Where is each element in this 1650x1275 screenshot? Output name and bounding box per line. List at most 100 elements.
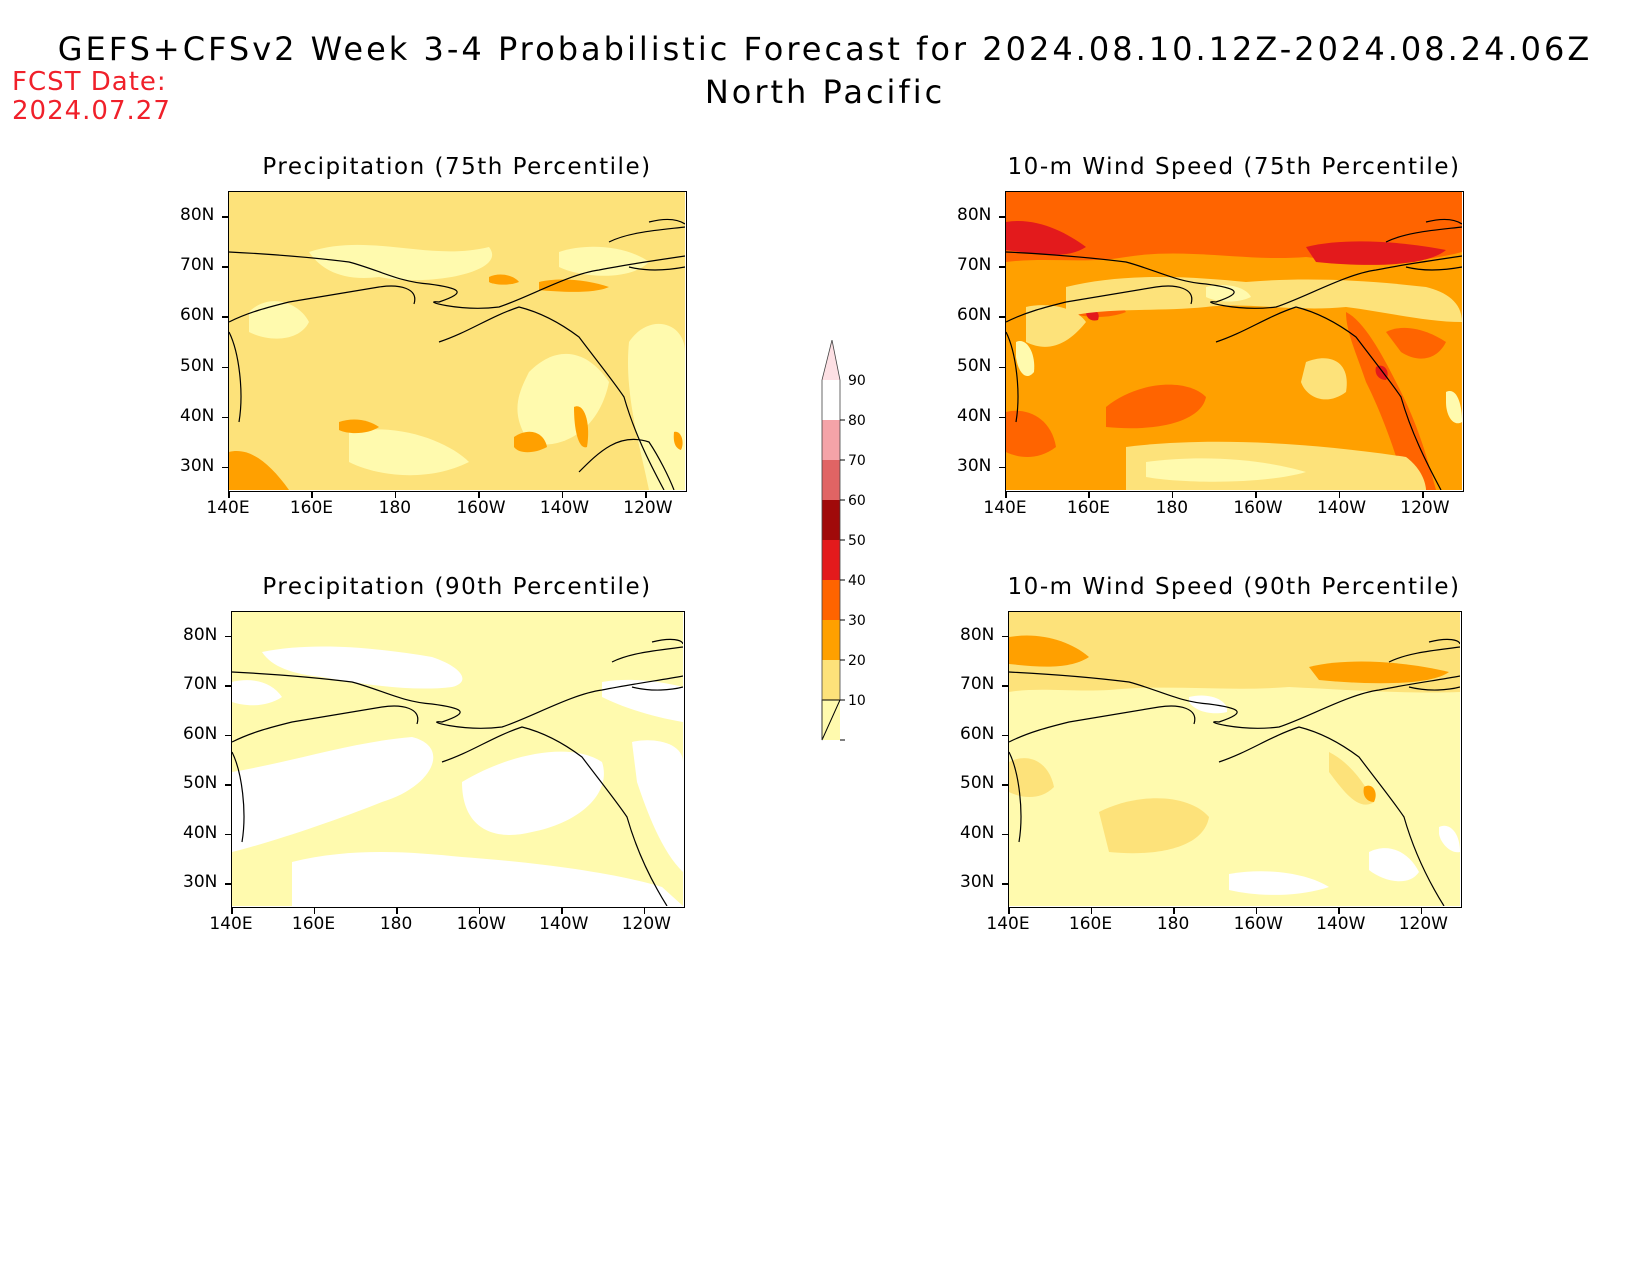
lon-label: 120W bbox=[1400, 498, 1450, 518]
lon-label: 160W bbox=[456, 498, 506, 518]
lon-tick bbox=[478, 492, 480, 498]
coastlines bbox=[1006, 218, 1462, 490]
lat-label: 80N bbox=[960, 624, 995, 645]
lon-label: 140W bbox=[539, 914, 589, 934]
lat-label: 50N bbox=[180, 355, 215, 376]
fill-lowest-class bbox=[1016, 285, 1462, 482]
map-precip-75-svg bbox=[229, 192, 685, 490]
lat-label: 50N bbox=[957, 355, 992, 376]
map-precip-90-svg bbox=[232, 612, 683, 906]
colorbar-label: 90 bbox=[848, 373, 866, 389]
map-wind-90-svg bbox=[1009, 612, 1460, 906]
lat-label: 40N bbox=[183, 822, 218, 843]
lon-tick bbox=[1255, 492, 1257, 498]
colorbar-label: 40 bbox=[848, 573, 866, 589]
colorbar-label: 10 bbox=[848, 693, 866, 709]
map-wind-75 bbox=[1005, 191, 1464, 492]
lon-label: 140W bbox=[539, 498, 590, 518]
colorbar-label: 30 bbox=[848, 613, 866, 629]
lat-label: 50N bbox=[183, 773, 218, 794]
lon-tick bbox=[313, 908, 316, 914]
lon-tick bbox=[311, 492, 313, 498]
lat-tick bbox=[225, 685, 231, 687]
lat-label: 60N bbox=[957, 305, 992, 326]
lat-label: 80N bbox=[183, 624, 218, 645]
lat-label: 30N bbox=[960, 872, 995, 893]
coastlines bbox=[232, 638, 683, 906]
lon-tick bbox=[1171, 492, 1174, 498]
lat-label: 80N bbox=[957, 205, 992, 226]
map-precip-90 bbox=[231, 611, 685, 908]
colorbar-label: 80 bbox=[848, 413, 866, 429]
lon-label: 160E bbox=[291, 914, 336, 934]
lon-tick bbox=[1422, 492, 1424, 498]
panel-title-precip-90: Precipitation (90th Percentile) bbox=[262, 574, 652, 600]
map-wind-75-svg bbox=[1006, 192, 1462, 490]
lon-label: 140W bbox=[1316, 498, 1367, 518]
lat-label: 60N bbox=[180, 305, 215, 326]
lon-label: 120W bbox=[623, 498, 673, 518]
lon-label: 180 bbox=[378, 498, 412, 518]
lat-tick bbox=[225, 883, 231, 885]
lat-label: 70N bbox=[183, 674, 218, 695]
lon-tick bbox=[643, 908, 646, 914]
fcst-date-label: FCST Date: bbox=[12, 67, 167, 97]
map-wind-90 bbox=[1008, 611, 1462, 908]
lat-tick bbox=[222, 216, 228, 218]
lat-label: 40N bbox=[957, 405, 992, 426]
lon-tick bbox=[645, 492, 647, 498]
lon-tick bbox=[1008, 908, 1010, 914]
panel-title-precip-75: Precipitation (75th Percentile) bbox=[262, 154, 652, 180]
lat-tick bbox=[999, 216, 1005, 218]
lat-tick bbox=[225, 635, 231, 638]
fill-below-lowest-class bbox=[1189, 695, 1460, 895]
lon-label: 140E bbox=[986, 914, 1030, 934]
lat-label: 30N bbox=[183, 872, 218, 893]
lon-label: 160W bbox=[456, 914, 506, 934]
colorbar-label: 70 bbox=[848, 453, 866, 469]
lon-tick bbox=[231, 908, 233, 914]
lon-label: 180 bbox=[1155, 498, 1189, 518]
lon-tick bbox=[228, 492, 230, 498]
colorbar-swatch bbox=[822, 580, 840, 620]
coastlines bbox=[1009, 638, 1460, 906]
lat-tick bbox=[999, 416, 1005, 419]
lat-tick bbox=[1002, 734, 1008, 737]
lat-tick bbox=[1002, 784, 1008, 786]
lon-tick bbox=[1005, 492, 1007, 498]
map-precip-75 bbox=[228, 191, 687, 492]
lon-tick bbox=[561, 492, 564, 498]
lat-label: 80N bbox=[180, 205, 215, 226]
lat-tick bbox=[999, 266, 1005, 268]
fcst-date-value: 2024.07.27 bbox=[12, 96, 171, 126]
lon-tick bbox=[478, 908, 481, 914]
lon-tick bbox=[1338, 492, 1341, 498]
lon-label: 160W bbox=[1233, 498, 1283, 518]
lon-tick bbox=[1338, 908, 1340, 914]
lat-tick bbox=[1002, 635, 1008, 638]
colorbar-swatch bbox=[822, 540, 840, 580]
lat-tick bbox=[225, 784, 231, 786]
lat-label: 70N bbox=[960, 674, 995, 695]
fill-high-class bbox=[1009, 635, 1449, 802]
lat-label: 40N bbox=[960, 822, 995, 843]
lat-label: 40N bbox=[180, 405, 215, 426]
lat-tick bbox=[225, 833, 231, 836]
lat-tick bbox=[999, 316, 1005, 318]
lon-tick bbox=[1255, 908, 1258, 914]
lat-tick bbox=[1002, 833, 1008, 836]
lat-label: 30N bbox=[957, 455, 992, 476]
lat-label: 50N bbox=[960, 773, 995, 794]
lat-tick bbox=[999, 466, 1005, 469]
lon-tick bbox=[1088, 492, 1090, 498]
lat-label: 60N bbox=[183, 723, 218, 744]
colorbar-swatch bbox=[822, 420, 840, 460]
colorbar-label: 60 bbox=[848, 493, 866, 509]
colorbar-swatch bbox=[822, 620, 840, 660]
lon-tick bbox=[1090, 908, 1093, 914]
lat-tick bbox=[222, 416, 228, 419]
coastlines bbox=[229, 218, 685, 490]
colorbar-cap-top bbox=[822, 340, 840, 380]
main-title: GEFS+CFSv2 Week 3-4 Probabilistic Foreca… bbox=[57, 30, 1593, 68]
fill-base bbox=[229, 192, 685, 490]
